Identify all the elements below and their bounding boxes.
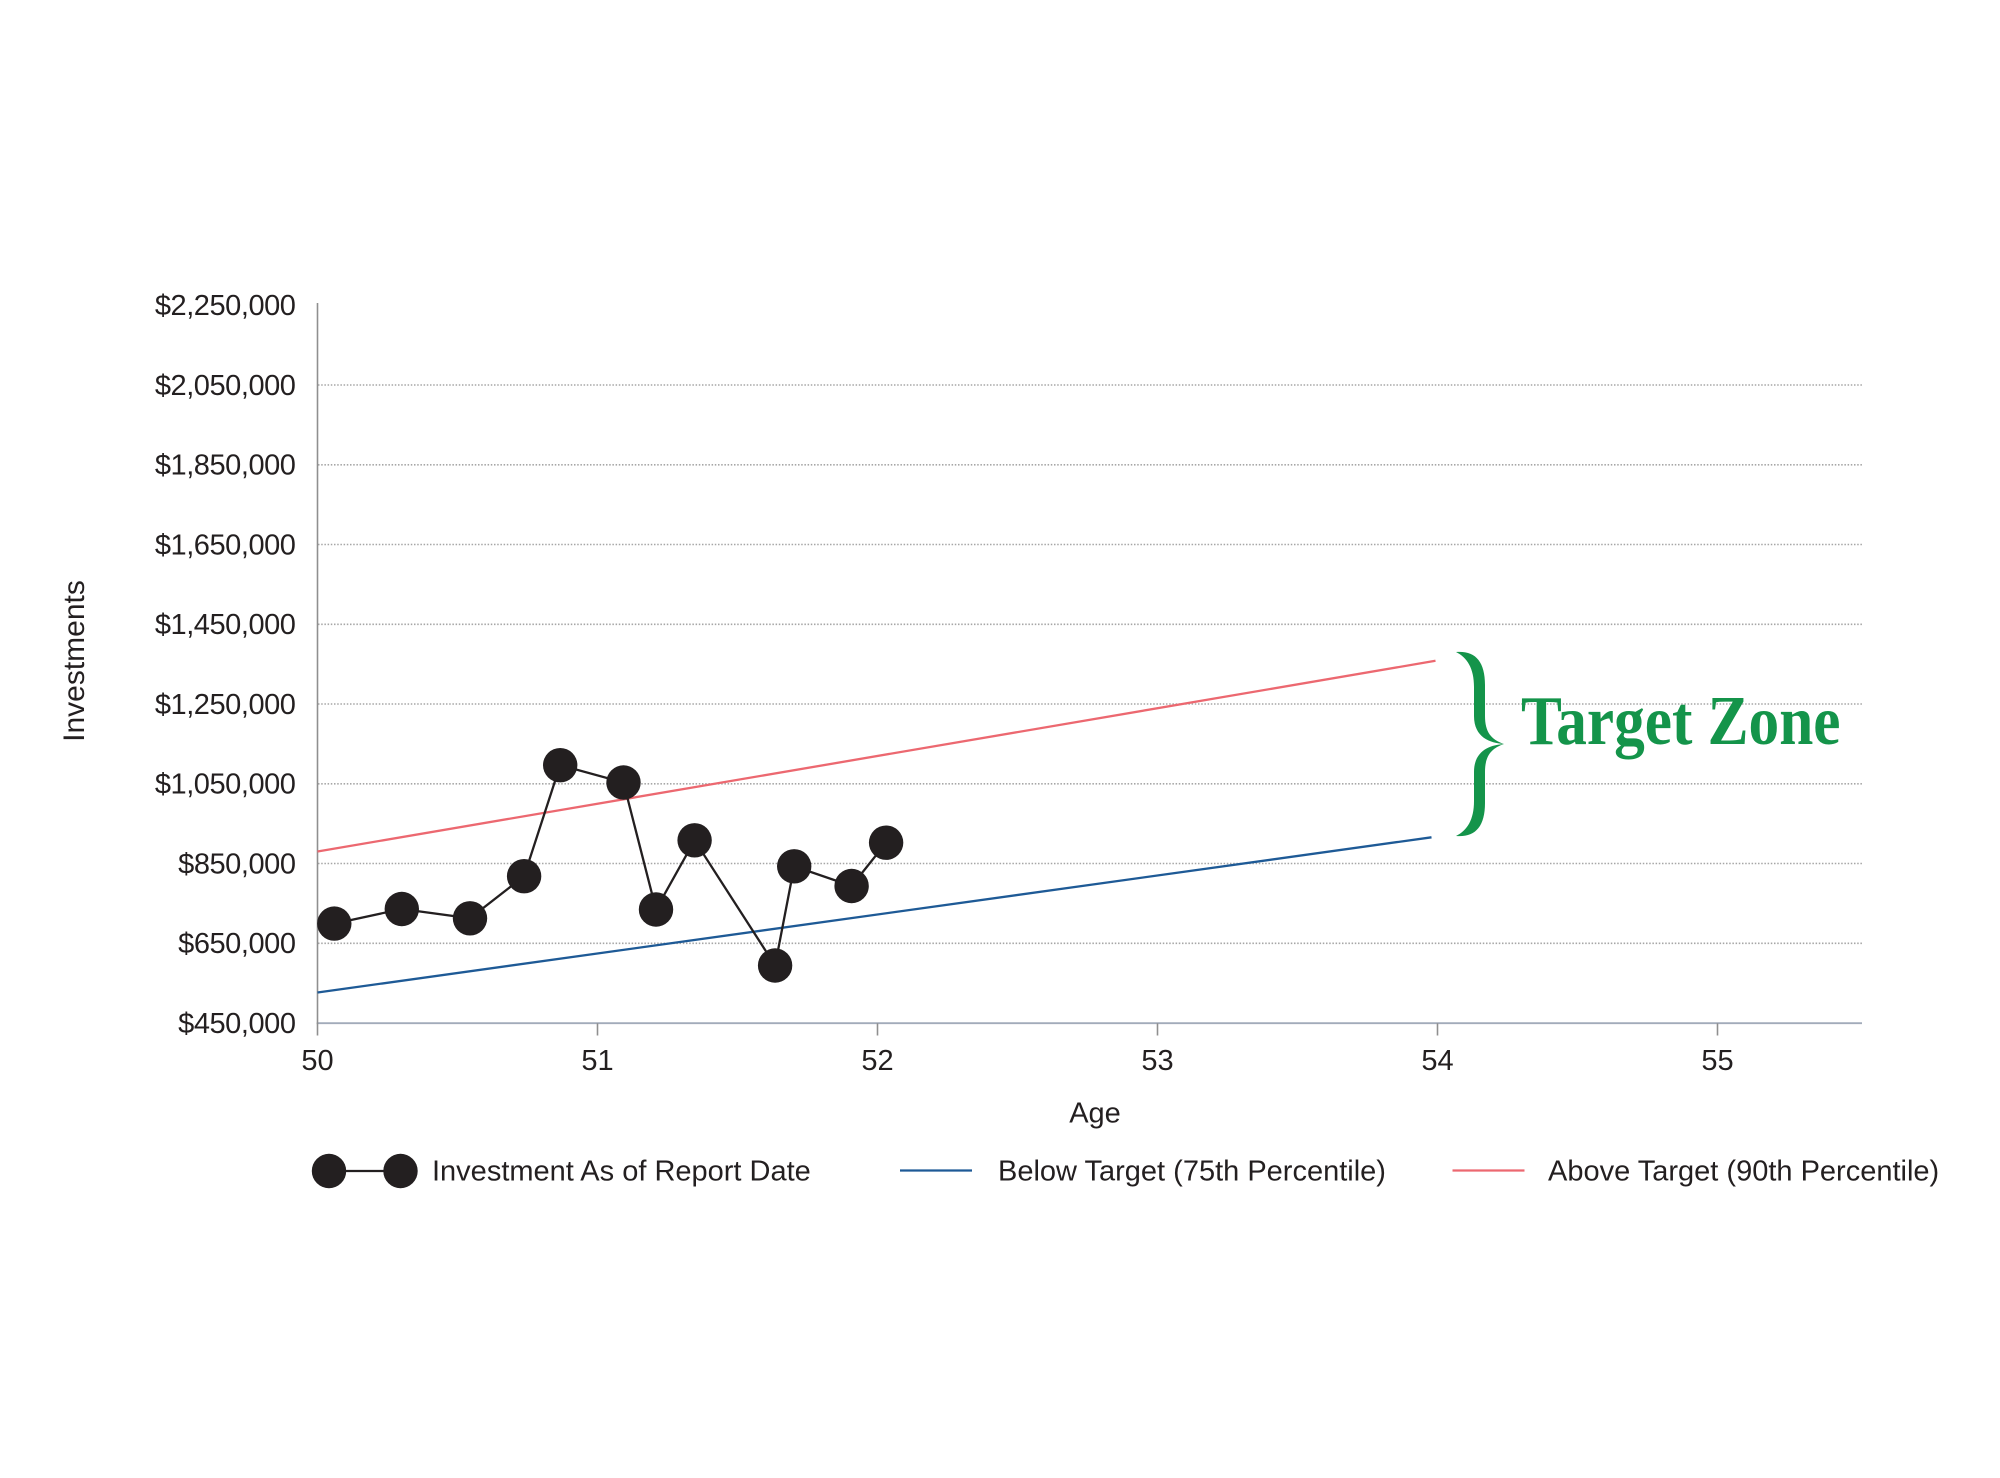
- svg-text:$1,050,000: $1,050,000: [155, 769, 296, 801]
- svg-text:51: 51: [581, 1045, 613, 1077]
- svg-text:$450,000: $450,000: [178, 1008, 295, 1040]
- svg-text:$850,000: $850,000: [178, 848, 295, 880]
- svg-text:$1,450,000: $1,450,000: [155, 609, 296, 641]
- svg-text:$1,650,000: $1,650,000: [155, 529, 296, 561]
- svg-text:54: 54: [1421, 1045, 1453, 1077]
- svg-text:$1,250,000: $1,250,000: [155, 689, 296, 721]
- svg-text:55: 55: [1701, 1045, 1733, 1077]
- svg-text:$650,000: $650,000: [178, 928, 295, 960]
- svg-text:Investment As of Report Date: Investment As of Report Date: [432, 1156, 811, 1188]
- svg-text:Investments: Investments: [58, 580, 91, 742]
- svg-text:Age: Age: [1069, 1098, 1121, 1130]
- svg-text:Target Zone: Target Zone: [1521, 683, 1841, 760]
- svg-text:50: 50: [301, 1045, 333, 1077]
- svg-text:$2,050,000: $2,050,000: [155, 370, 296, 402]
- svg-text:Above Target (90th Percentile): Above Target (90th Percentile): [1548, 1156, 1939, 1188]
- svg-text:Below Target (75th Percentile): Below Target (75th Percentile): [998, 1156, 1386, 1188]
- svg-text:$1,850,000: $1,850,000: [155, 450, 296, 482]
- svg-text:52: 52: [861, 1045, 893, 1077]
- svg-text:$2,250,000: $2,250,000: [155, 290, 296, 322]
- svg-text:53: 53: [1141, 1045, 1173, 1077]
